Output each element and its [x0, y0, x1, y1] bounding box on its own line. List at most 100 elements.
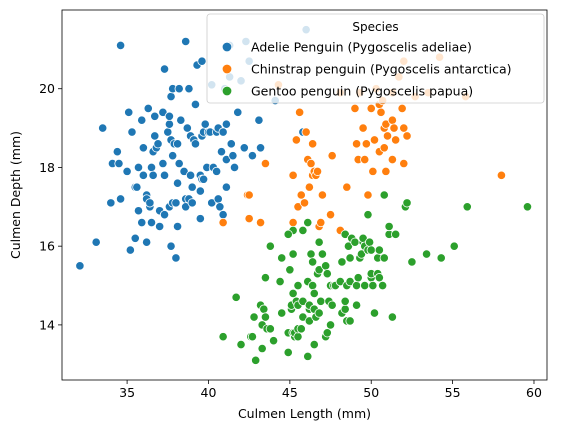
- data-point: [228, 151, 238, 161]
- data-point: [309, 288, 319, 299]
- data-point: [368, 280, 378, 291]
- data-point: [298, 225, 308, 236]
- data-point: [255, 217, 266, 228]
- data-point: [254, 115, 264, 125]
- points-layer: [75, 25, 533, 365]
- data-point: [244, 214, 254, 224]
- data-point: [142, 237, 152, 247]
- data-point: [351, 139, 362, 149]
- series-0-points: [75, 25, 311, 271]
- data-point: [283, 229, 293, 239]
- data-point: [138, 170, 148, 180]
- data-point: [277, 308, 287, 318]
- data-point: [197, 56, 207, 66]
- data-point: [195, 214, 205, 224]
- data-point: [98, 123, 108, 133]
- data-point: [325, 320, 336, 330]
- data-point: [124, 107, 134, 117]
- data-point: [184, 84, 194, 94]
- data-point: [358, 123, 368, 133]
- data-point: [374, 273, 384, 283]
- data-point: [360, 280, 370, 291]
- data-point: [322, 269, 332, 279]
- data-point: [353, 273, 363, 283]
- data-point: [150, 131, 160, 141]
- data-point: [296, 190, 306, 200]
- data-point: [265, 241, 275, 251]
- data-point: [158, 158, 168, 169]
- data-point: [314, 237, 324, 247]
- data-point: [387, 115, 397, 125]
- x-axis-label: Culmen Length (mm): [238, 406, 371, 421]
- data-point: [496, 170, 507, 180]
- data-point: [200, 119, 210, 129]
- data-point: [159, 210, 170, 220]
- data-point: [172, 221, 183, 232]
- data-point: [249, 312, 259, 322]
- data-point: [391, 135, 401, 145]
- data-point: [257, 343, 267, 354]
- data-point: [382, 131, 393, 141]
- data-point: [268, 336, 279, 346]
- data-point: [384, 221, 394, 232]
- data-point: [255, 143, 266, 153]
- data-point: [226, 139, 236, 149]
- x-tick-label: 50: [363, 385, 379, 400]
- x-tick-label: 45: [282, 385, 298, 400]
- data-point: [146, 162, 157, 173]
- data-point: [345, 253, 355, 263]
- x-tick-label: 55: [445, 385, 461, 400]
- data-point: [314, 308, 324, 318]
- data-point: [369, 308, 380, 318]
- data-point: [522, 202, 533, 212]
- data-point: [285, 265, 295, 275]
- data-point: [374, 245, 384, 255]
- data-point: [327, 300, 337, 310]
- data-point: [379, 143, 389, 153]
- data-point: [389, 123, 399, 133]
- data-point: [150, 111, 160, 121]
- data-point: [312, 166, 323, 176]
- data-point: [130, 233, 140, 243]
- data-point: [291, 135, 301, 145]
- data-point: [174, 84, 184, 94]
- data-point: [308, 257, 318, 267]
- data-point: [381, 166, 391, 176]
- data-point: [277, 253, 287, 263]
- data-point: [251, 355, 261, 365]
- data-point: [366, 103, 376, 114]
- data-point: [350, 103, 360, 114]
- data-point: [106, 198, 116, 208]
- data-point: [368, 166, 378, 176]
- data-point: [244, 190, 254, 200]
- data-point: [306, 249, 316, 259]
- data-point: [306, 158, 316, 169]
- data-point: [293, 280, 303, 291]
- data-point: [322, 328, 332, 338]
- data-point: [133, 206, 144, 216]
- data-point: [137, 115, 147, 125]
- data-point: [340, 296, 350, 306]
- data-point: [114, 158, 124, 169]
- data-point: [321, 261, 331, 271]
- y-tick-label: 18: [39, 160, 55, 175]
- data-point: [260, 158, 271, 169]
- data-point: [182, 123, 192, 133]
- data-point: [327, 151, 337, 161]
- legend-marker-1: [221, 63, 233, 75]
- data-point: [159, 64, 170, 74]
- data-point: [351, 280, 362, 291]
- data-point: [308, 280, 318, 291]
- data-point: [233, 107, 243, 117]
- data-point: [387, 154, 397, 165]
- data-point: [195, 186, 205, 196]
- data-point: [163, 127, 173, 137]
- data-point: [366, 245, 376, 255]
- data-point: [153, 139, 163, 149]
- data-point: [397, 103, 407, 114]
- data-point: [436, 253, 446, 263]
- data-point: [449, 241, 459, 251]
- data-point: [112, 147, 122, 157]
- data-point: [350, 237, 360, 247]
